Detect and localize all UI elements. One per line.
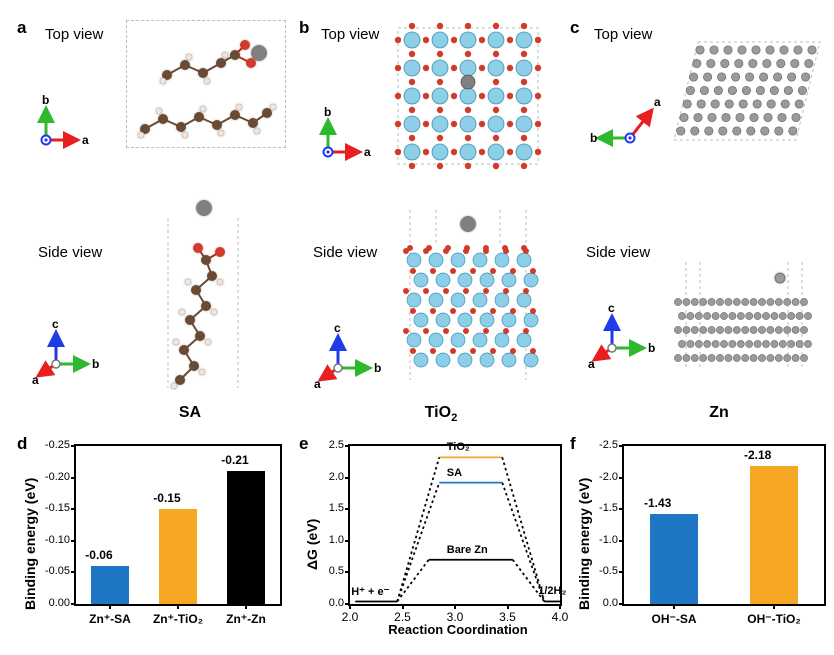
tio2-top-lattice xyxy=(392,22,544,170)
bar xyxy=(650,514,698,604)
compass-b-side: c a b xyxy=(314,326,374,386)
chart-e-xlabel: Reaction Coordination xyxy=(368,622,548,637)
compass-a-side: c a b xyxy=(32,322,92,382)
svg-text:a: a xyxy=(654,95,661,109)
compass-c-side: c a b xyxy=(588,306,648,366)
svg-text:b: b xyxy=(374,361,381,375)
top-view-label-c: Top view xyxy=(594,26,652,43)
chart-e: ΔG (eV) 0.00.51.01.52.02.52.02.53.03.54.… xyxy=(304,438,562,644)
svg-text:c: c xyxy=(608,301,615,315)
bar xyxy=(91,566,128,604)
svg-text:a: a xyxy=(364,145,371,159)
panel-label-f: f xyxy=(570,434,576,454)
chart-f-plot: 0.0-0.5-1.0-1.5-2.0-2.5-1.43OH⁻-SA-2.18O… xyxy=(622,444,826,606)
zn-side-lattice xyxy=(662,262,822,372)
svg-text:b: b xyxy=(590,131,597,145)
svg-text:b: b xyxy=(648,341,655,355)
molecule-sa-side xyxy=(146,192,258,390)
top-view-label-b: Top view xyxy=(321,26,379,43)
compass-c-top: a b xyxy=(590,94,650,154)
panel-label-a: a xyxy=(17,18,26,38)
column-title-zn: Zn xyxy=(694,404,744,422)
bar xyxy=(227,471,264,604)
svg-text:a: a xyxy=(82,133,89,147)
chart-d: Binding energy (eV) 0.00-0.05-0.10-0.15-… xyxy=(22,438,282,644)
svg-text:b: b xyxy=(92,357,99,371)
diagram-a-side xyxy=(146,192,258,390)
diagram-c-top xyxy=(672,36,824,146)
diagram-c-side xyxy=(662,262,822,372)
svg-text:c: c xyxy=(52,317,59,331)
panel-label-c: c xyxy=(570,18,579,38)
svg-text:b: b xyxy=(42,93,49,107)
zn-top-lattice xyxy=(672,36,824,146)
figure-root: a b c d e f Top view Top view Top view S… xyxy=(0,0,834,655)
compass-a-top: b a xyxy=(32,96,92,156)
diagram-b-top xyxy=(392,22,544,170)
chart-e-plot: 0.00.51.01.52.02.52.02.53.03.54.0TiO₂SAB… xyxy=(348,444,562,606)
column-title-sa: SA xyxy=(160,404,220,422)
svg-text:a: a xyxy=(314,377,321,391)
tio2-side-lattice xyxy=(392,204,544,386)
diagram-b-side xyxy=(392,204,544,386)
panel-label-b: b xyxy=(299,18,309,38)
bar xyxy=(750,466,798,604)
column-title-tio2: TiO2 xyxy=(406,404,476,424)
svg-text:c: c xyxy=(334,321,341,335)
svg-text:b: b xyxy=(324,105,331,119)
svg-text:a: a xyxy=(588,357,595,371)
side-view-label-a: Side view xyxy=(38,244,102,261)
molecule-sa-top xyxy=(127,21,285,147)
compass-b-top: b a xyxy=(314,108,374,168)
side-view-label-b: Side view xyxy=(313,244,377,261)
side-view-label-c: Side view xyxy=(586,244,650,261)
bar xyxy=(159,509,196,604)
svg-text:a: a xyxy=(32,373,39,387)
chart-d-plot: 0.00-0.05-0.10-0.15-0.20-0.25-0.06Zn⁺-SA… xyxy=(74,444,282,606)
chart-f: Binding energy (eV) 0.0-0.5-1.0-1.5-2.0-… xyxy=(576,438,826,644)
diagram-a-top xyxy=(126,20,286,148)
top-view-label-a: Top view xyxy=(45,26,103,43)
